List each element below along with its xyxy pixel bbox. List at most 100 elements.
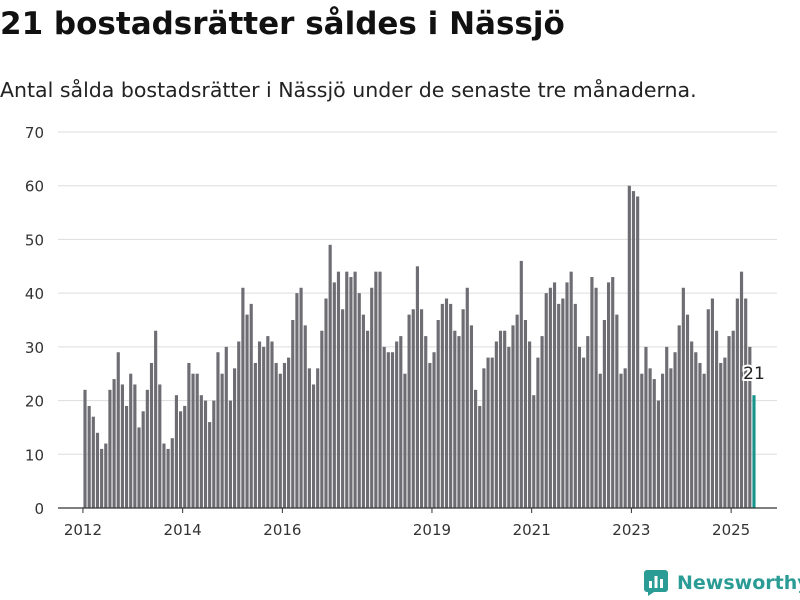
- bar: [428, 362, 432, 508]
- bar: [183, 405, 187, 508]
- bar: [145, 389, 149, 508]
- bar: [652, 379, 656, 508]
- bar: [257, 341, 262, 508]
- bar: [336, 271, 341, 508]
- bar: [291, 320, 295, 508]
- bar-chart: 0 10 20 30 40 50 60 70 2012 2014 2016 2019 2021 2023 2…: [25, 124, 777, 539]
- bar: [154, 330, 158, 508]
- y-tick-label: 20: [25, 393, 44, 411]
- bar: [174, 395, 178, 508]
- bar: [619, 373, 623, 508]
- bar: [307, 368, 311, 508]
- bar: [698, 362, 702, 508]
- bar: [706, 309, 710, 508]
- bar: [474, 389, 478, 508]
- bar: [212, 400, 216, 508]
- bar: [370, 287, 374, 508]
- bar: [357, 293, 361, 508]
- x-tick-label: 2025: [712, 521, 750, 539]
- bar: [332, 282, 336, 508]
- bar: [735, 298, 739, 508]
- bar: [486, 357, 490, 508]
- bar: [278, 373, 282, 508]
- bar: [744, 298, 748, 508]
- bar: [424, 336, 428, 508]
- bar: [349, 277, 353, 508]
- bar: [382, 346, 386, 508]
- bar: [461, 309, 465, 508]
- bar: [124, 405, 129, 508]
- newsworthy-brand[interactable]: Newsworthy: [644, 570, 800, 596]
- bar: [552, 282, 557, 508]
- x-tick-label: 2019: [413, 521, 451, 539]
- bar: [270, 341, 274, 508]
- bar: [274, 362, 278, 508]
- bar: [203, 400, 208, 508]
- bar: [241, 287, 245, 508]
- bar-highlight: [752, 395, 756, 508]
- bar: [208, 422, 212, 508]
- bar: [341, 309, 345, 508]
- bar: [133, 384, 137, 508]
- bar: [565, 282, 569, 508]
- y-tick-label: 30: [25, 339, 44, 357]
- bar: [436, 320, 440, 508]
- bar: [490, 357, 494, 508]
- bar: [623, 368, 627, 508]
- bar: [507, 346, 511, 508]
- bar: [87, 405, 91, 508]
- bar: [548, 287, 552, 508]
- bar: [715, 330, 719, 508]
- bar: [432, 352, 436, 508]
- bar: [149, 362, 154, 508]
- bar: [573, 303, 577, 508]
- bar: [677, 325, 681, 508]
- bar: [590, 277, 594, 508]
- bar: [739, 271, 744, 508]
- bar: [91, 416, 95, 508]
- bar: [407, 314, 411, 508]
- chart-subtitle: Antal sålda bostadsrätter i Nässjö under…: [0, 78, 697, 102]
- bar: [108, 389, 112, 508]
- y-tick-label: 70: [25, 124, 44, 142]
- bar: [237, 341, 241, 508]
- bar: [345, 271, 349, 508]
- bar: [266, 336, 270, 508]
- bar: [374, 271, 378, 508]
- bar: [415, 266, 419, 508]
- bar: [503, 330, 507, 508]
- bar: [166, 448, 170, 508]
- bar: [469, 325, 474, 508]
- bar: [220, 373, 224, 508]
- x-tick-label: 2016: [263, 521, 301, 539]
- bar: [532, 395, 536, 508]
- bar: [665, 346, 669, 508]
- bar: [660, 373, 665, 508]
- chart-title: 21 bostadsrätter såldes i Nässjö: [0, 6, 565, 42]
- bar: [365, 330, 370, 508]
- bar: [457, 336, 461, 508]
- bar: [399, 336, 403, 508]
- y-tick-label: 60: [25, 178, 44, 196]
- bar: [262, 346, 266, 508]
- bar: [295, 293, 299, 508]
- x-tick-label: 2021: [513, 521, 551, 539]
- bar: [179, 411, 183, 508]
- bar: [690, 341, 694, 508]
- y-tick-label: 0: [34, 500, 44, 518]
- bar: [681, 287, 685, 508]
- bar: [644, 346, 648, 508]
- bar: [253, 362, 257, 508]
- bar: [586, 336, 590, 508]
- bar: [727, 336, 731, 508]
- bar: [615, 314, 619, 508]
- bar: [673, 352, 677, 508]
- bar: [419, 309, 424, 508]
- bar: [216, 352, 220, 508]
- bar: [561, 298, 565, 508]
- bar: [453, 330, 457, 508]
- bar: [224, 346, 228, 508]
- bar: [162, 443, 166, 508]
- bar: [100, 448, 104, 508]
- bar: [316, 368, 320, 508]
